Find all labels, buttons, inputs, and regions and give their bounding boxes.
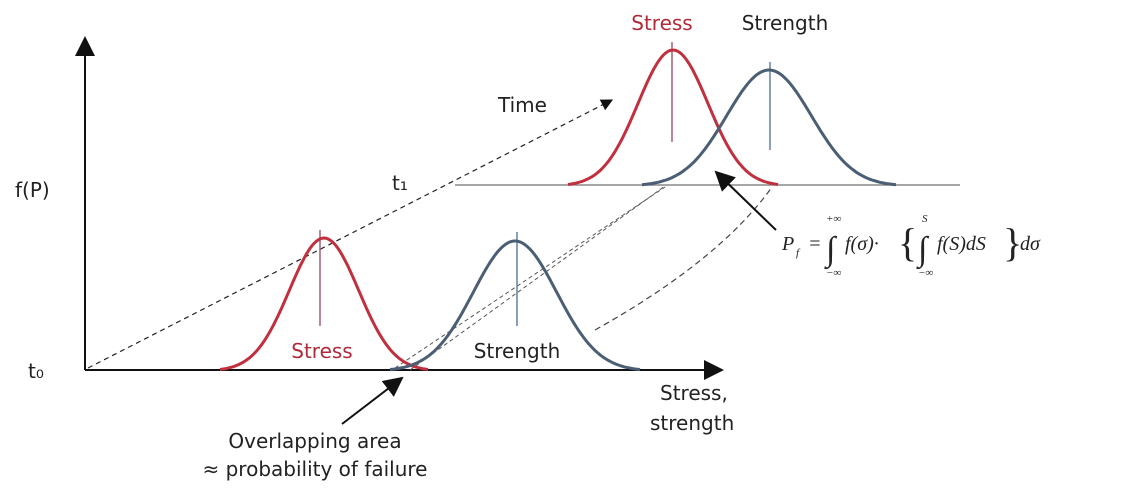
overlap-label: Overlapping area	[228, 429, 401, 453]
formula-brace: }	[1003, 220, 1022, 265]
time-label: Time	[497, 93, 547, 117]
formula-inner: f(S)dS	[937, 233, 986, 255]
dashed-link	[594, 186, 773, 331]
distribution-curve	[219, 236, 429, 371]
y-label: f(P)	[15, 178, 50, 202]
x-label: Stress,	[660, 381, 728, 405]
formula-arrow	[714, 170, 777, 231]
formula-brace: {	[898, 220, 917, 265]
t1: t₁	[392, 171, 408, 195]
formula-integrand: f(σ)·	[845, 233, 879, 255]
formula: P f = ∫ +∞ −∞ f(σ)· { ∫ S −∞ f(S)dS } dσ	[781, 213, 1041, 279]
formula-limit: −∞	[918, 267, 933, 279]
formula-limit: +∞	[826, 213, 841, 225]
overlap-label: ≈ probability of failure	[203, 457, 428, 481]
distribution-curve	[567, 48, 779, 186]
t0: t₀	[28, 359, 44, 383]
formula-integral: ∫	[916, 231, 930, 270]
x-label: strength	[650, 411, 734, 435]
formula-eq: =	[808, 233, 822, 255]
formula-integral: ∫	[824, 231, 838, 270]
formula-tail: dσ	[1020, 233, 1041, 255]
dashed-link	[394, 186, 666, 369]
overlap-arrow	[341, 376, 404, 425]
formula-lhs: P	[781, 233, 794, 255]
distribution-curve	[389, 239, 641, 372]
stress-label: Stress	[631, 11, 692, 35]
strength-label: Strength	[742, 11, 829, 35]
distribution-curve	[641, 68, 897, 187]
formula-sub: f	[796, 247, 801, 259]
strength-label: Strength	[474, 339, 561, 363]
time-arrow	[87, 99, 614, 369]
formula-limit: −∞	[826, 267, 841, 279]
stress-label: Stress	[291, 339, 352, 363]
shapes	[75, 36, 960, 425]
formula-limit: S	[922, 213, 928, 225]
dashed-link	[409, 185, 666, 371]
